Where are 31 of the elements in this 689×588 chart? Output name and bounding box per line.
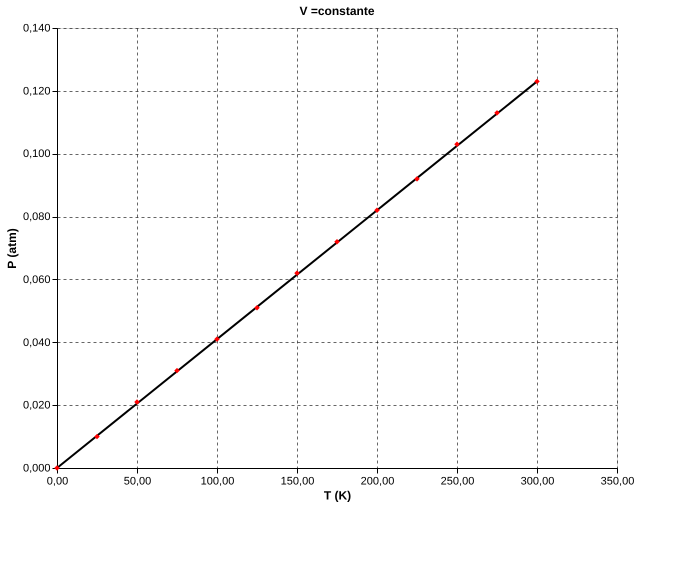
point <box>214 336 220 342</box>
point <box>494 110 500 116</box>
x-tick-label: 50,00 <box>124 476 152 488</box>
x-axis-title: T (K) <box>324 488 352 502</box>
y-tick-label: 0,020 <box>22 400 50 412</box>
point <box>414 176 420 182</box>
point <box>174 368 180 374</box>
y-tick-label: 0,060 <box>22 274 50 286</box>
chart-title: V =constante <box>299 4 375 18</box>
point <box>374 208 380 214</box>
y-tick-label: 0,120 <box>22 85 50 98</box>
y-tick-label: 0,100 <box>22 148 50 160</box>
point <box>134 399 140 405</box>
x-tick-label: 150,00 <box>280 476 314 488</box>
x-tick-label: 100,00 <box>200 476 234 488</box>
y-axis-title: P (atm) <box>4 228 19 269</box>
point <box>94 434 100 440</box>
x-tick-label: 0,00 <box>46 476 68 488</box>
y-tick-label: 0,000 <box>22 462 50 474</box>
y-tick-label: 0,040 <box>22 336 50 349</box>
x-tick-label: 300,00 <box>520 476 554 488</box>
point <box>254 304 260 310</box>
y-tick-label: 0,140 <box>22 22 50 34</box>
point <box>534 78 540 84</box>
x-tick-label: 250,00 <box>440 476 474 488</box>
x-tick-label: 200,00 <box>360 476 394 488</box>
point <box>454 142 460 148</box>
x-tick-label: 350,00 <box>600 476 634 488</box>
point <box>294 270 300 276</box>
y-tick-label: 0,080 <box>22 211 50 224</box>
point <box>334 238 340 244</box>
